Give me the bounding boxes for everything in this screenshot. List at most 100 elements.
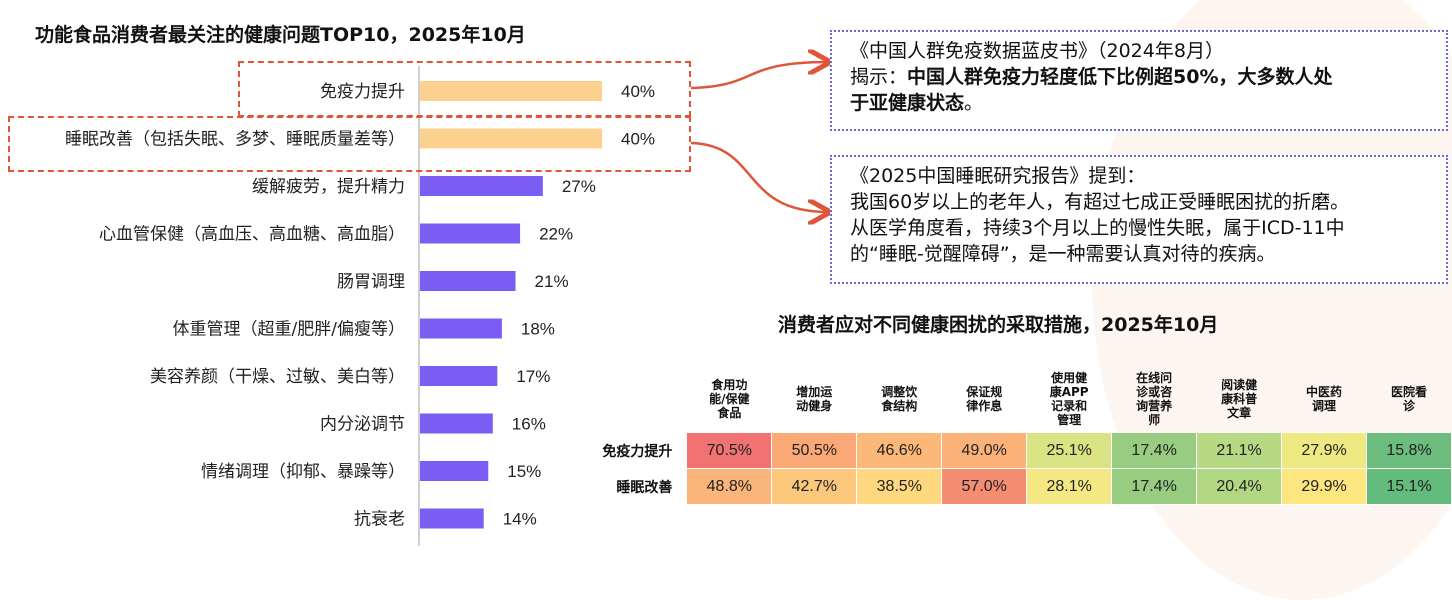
bar-value-label: 15%	[507, 462, 541, 481]
table-column-header-line: 食品	[717, 406, 742, 420]
note-immunity-suffix: 。	[964, 92, 984, 114]
table-row: 睡眠改善 48.8% 42.7% 38.5% 57.0% 28.1% 17.4% 20.4% 2…	[588, 468, 1452, 505]
note-sleep-line4: 的“睡眠-觉醒障碍”，是一种需要认真对待的疾病。	[850, 243, 1276, 265]
table-row: 免疫力提升 70.5% 50.5% 46.6% 49.0% 25.1% 17.4% 21.1%…	[588, 432, 1452, 469]
table-column-header: 中医药 调理	[1282, 366, 1367, 433]
bar-category-label: 美容养颜（干燥、过敏、美白等）	[150, 367, 405, 387]
table-column-header-line: 诊或咨	[1136, 385, 1173, 399]
table-cell: 50.5%	[771, 432, 858, 469]
note-sleep: 《2025中国睡眠研究报告》提到： 我国60岁以上的老年人，有超过七成正受睡眠困…	[830, 155, 1448, 284]
bar-chart: 免疫力提升 40% 睡眠改善（包括失眠、多梦、睡眠质量差等） 40% 缓解疲劳，提升精力…	[65, 66, 655, 546]
table-column-header-line: 能/保健	[709, 392, 750, 406]
table-column-header-line: 医院看	[1390, 385, 1427, 399]
table-cell: 70.5%	[686, 432, 773, 469]
table-column-header-line: 食用功	[711, 378, 748, 392]
table-row-header: 睡眠改善	[616, 479, 673, 496]
bar	[420, 176, 543, 196]
table-column-header-line: 调理	[1312, 399, 1337, 413]
note-immunity-line1: 《中国人群免疫数据蓝皮书》（2024年8月）	[850, 40, 1224, 62]
table-corner	[588, 366, 687, 433]
table-cell: 57.0%	[941, 468, 1028, 505]
highlight-box-immunity	[238, 61, 691, 117]
bar-category-label: 缓解疲劳，提升精力	[252, 177, 405, 197]
table-cell: 48.8%	[686, 468, 773, 505]
bar-value-label: 27%	[562, 177, 596, 196]
table-column-header-line: 增加运	[796, 385, 833, 399]
bar	[420, 223, 521, 244]
bar-category-label: 抗衰老	[354, 510, 405, 530]
bar-category-label: 肠胃调理	[337, 272, 405, 292]
highlight-box-sleep	[8, 116, 691, 172]
note-sleep-line2: 我国60岁以上的老年人，有超过七成正受睡眠困扰的折磨。	[850, 191, 1350, 213]
table-cell: 38.5%	[856, 468, 943, 505]
note-sleep-line3: 从医学角度看，持续3个月以上的慢性失眠，属于ICD-11中	[850, 217, 1345, 239]
table-column-header-line: 动健身	[796, 399, 833, 413]
table-column-header-line: 询营养	[1136, 399, 1173, 413]
bar-category-label: 心血管保健（高血压、高血糖、高血脂）	[99, 225, 405, 245]
table-column-header-line: 律作息	[966, 399, 1003, 413]
table-cell: 28.1%	[1026, 468, 1113, 505]
note-immunity-highlight-cont: 于亚健康状态	[850, 92, 965, 114]
table-cell: 25.1%	[1026, 432, 1113, 469]
note-immunity-highlight: 中国人群免疫力轻度低下比例超50%，大多数人处	[907, 66, 1333, 88]
table-column-header: 增加运 动健身	[772, 366, 857, 433]
bar	[420, 508, 484, 529]
measures-table: 食用功 能/保健 食品 增加运 动健身 调整饮 食结构 保证规 律作息 使用健 康APP 记录和 管理在…	[588, 366, 1452, 505]
bar-category-label: 内分泌调节	[320, 415, 405, 435]
bar-value-label: 21%	[535, 272, 569, 291]
table-column-header-line: 管理	[1057, 413, 1082, 427]
bar-value-label: 14%	[503, 510, 537, 529]
table-cell: 15.1%	[1366, 468, 1452, 505]
note-immunity: 《中国人群免疫数据蓝皮书》（2024年8月） 揭示：中国人群免疫力轻度低下比例超…	[830, 30, 1448, 131]
table-cell: 42.7%	[771, 468, 858, 505]
bar	[420, 366, 498, 386]
table-cell: 17.4%	[1111, 432, 1198, 469]
table-column-header: 在线问 诊或咨 询营养师	[1112, 366, 1197, 433]
table-column-header-line: 记录和	[1051, 399, 1088, 413]
table-title: 消费者应对不同健康困扰的采取措施，2025年10月	[778, 314, 1219, 336]
bar	[420, 128, 602, 149]
table-column-header: 调整饮 食结构	[857, 366, 942, 433]
table-cell: 20.4%	[1196, 468, 1283, 505]
note-immunity-prefix: 揭示：	[850, 66, 908, 88]
table-cell: 49.0%	[941, 432, 1028, 469]
table-column-header-line: 中医药	[1306, 385, 1343, 399]
table-column-header-line: 在线问	[1136, 371, 1173, 385]
table-cell: 15.8%	[1366, 432, 1452, 469]
table-column-header-line: 康科普	[1221, 392, 1258, 406]
bar-value-label: 16%	[512, 415, 546, 434]
bar-value-label: 40%	[621, 130, 655, 149]
bar-category-label: 情绪调理（抑郁、暴躁等）	[201, 462, 405, 482]
table-column-header-line: 保证规	[966, 385, 1003, 399]
table-cell: 27.9%	[1281, 432, 1367, 469]
table-column-header: 医院看诊	[1367, 366, 1452, 433]
table-column-header-line: 阅读健	[1221, 378, 1258, 392]
bar-category-label: 免疫力提升	[320, 82, 405, 102]
table-column-header-line: 康APP	[1049, 385, 1089, 399]
table-column-header-line: 文章	[1227, 406, 1252, 420]
bar	[420, 461, 489, 481]
table-column-header-line: 使用健	[1051, 371, 1088, 385]
table-column-header-line: 师	[1148, 413, 1161, 427]
arrow-to-immunity-note	[690, 62, 828, 90]
bar-category-label: 睡眠改善（包括失眠、多梦、睡眠质量差等）	[65, 130, 405, 150]
bar	[420, 318, 502, 339]
table-cell: 21.1%	[1196, 432, 1283, 469]
bar-value-label: 22%	[539, 225, 573, 244]
table-cell: 17.4%	[1111, 468, 1198, 505]
table-column-header-line: 诊	[1402, 399, 1415, 413]
bar	[420, 271, 516, 291]
table-header-row: 食用功 能/保健 食品 增加运 动健身 调整饮 食结构 保证规 律作息 使用健 康APP 记录和 管理在…	[588, 366, 1452, 433]
table-column-header: 保证规 律作息	[942, 366, 1027, 433]
bar-value-label: 18%	[521, 320, 555, 339]
table-column-header-line: 食结构	[881, 399, 918, 413]
bar-chart-title: 功能食品消费者最关注的健康问题TOP10，2025年10月	[35, 24, 526, 46]
table-cell: 29.9%	[1281, 468, 1367, 505]
note-sleep-line1: 《2025中国睡眠研究报告》提到：	[850, 165, 1146, 187]
table-column-header: 食用功 能/保健 食品	[687, 366, 772, 433]
bar-category-label: 体重管理（超重/肥胖/偏瘦等）	[173, 320, 405, 340]
table-cell: 46.6%	[856, 432, 943, 469]
bar	[420, 81, 602, 101]
table-row-header: 免疫力提升	[602, 443, 673, 460]
table-column-header-line: 调整饮	[881, 385, 918, 399]
